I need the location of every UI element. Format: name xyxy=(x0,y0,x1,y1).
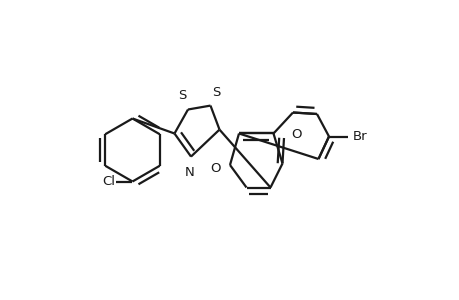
Text: O: O xyxy=(291,128,302,142)
Text: S: S xyxy=(211,86,219,99)
Text: O: O xyxy=(210,161,220,175)
Text: S: S xyxy=(178,89,186,102)
Text: Br: Br xyxy=(352,130,366,143)
Text: Cl: Cl xyxy=(102,175,115,188)
Text: N: N xyxy=(184,166,194,178)
